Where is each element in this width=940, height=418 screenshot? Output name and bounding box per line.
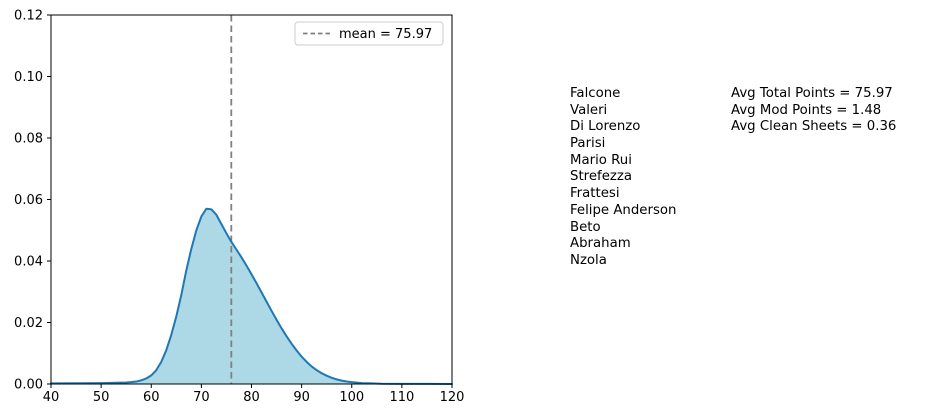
y-tick-label-2: 0.04 [14,255,43,270]
x-tick-label-4: 80 [243,390,260,405]
x-tick-label-3: 70 [193,390,210,405]
player-name-7: Felipe Anderson [570,202,677,218]
x-tick-label-1: 50 [93,390,110,405]
player-name-1: Valeri [570,102,608,118]
kde-chart-area: 40 50 60 70 80 90 100 110 120 0.00 0.02 0.04 0.06 0.0… [14,9,465,406]
x-tick-label-7: 110 [389,390,414,405]
density-fill [51,208,452,384]
y-tick-label-1: 0.02 [14,316,43,331]
x-tick-label-2: 60 [143,390,160,405]
y-tick-label-4: 0.08 [14,132,43,147]
player-name-10: Nzola [570,252,607,268]
stat-line-1: Avg Mod Points = 1.48 [731,102,882,118]
player-name-8: Beto [570,219,601,235]
x-tick-label-6: 100 [339,390,364,405]
x-tick-label-5: 90 [293,390,310,405]
stats-list: Avg Total Points = 75.97 Avg Mod Points =… [731,86,896,136]
player-name-0: Falcone [570,86,621,101]
player-list: Falcone Valeri Di Lorenzo Parisi Mario Rui St… [570,86,676,270]
player-name-5: Strefezza [570,169,632,185]
player-name-3: Parisi [570,136,606,152]
player-name-6: Frattesi [570,186,620,202]
kde-chart: 40 50 60 70 80 90 100 110 120 0.00 0.02 0.04 0.06 0.0… [14,9,465,406]
player-name-9: Abraham [570,236,631,252]
y-tick-label-0: 0.00 [14,378,43,393]
y-tick-label-6: 0.12 [14,9,43,24]
y-tick-label-3: 0.06 [14,193,43,208]
x-tick-label-8: 120 [440,390,465,405]
player-name-2: Di Lorenzo [570,119,641,135]
y-tick-label-5: 0.10 [14,70,43,85]
x-tick-label-0: 40 [43,390,60,405]
stat-line-2: Avg Clean Sheets = 0.36 [731,119,897,135]
legend-box [294,21,444,46]
player-name-4: Mario Rui [570,152,632,168]
legend-label: mean = 75.97 [339,27,432,42]
density-curve [50,207,453,385]
stat-line-0: Avg Total Points = 75.97 [731,86,893,101]
